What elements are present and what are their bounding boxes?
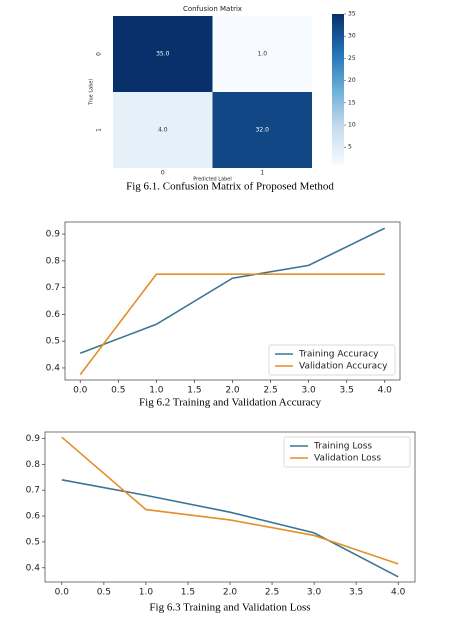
y-tick-label: 0.7: [26, 486, 40, 496]
x-tick-label: 0.0: [55, 588, 70, 598]
series-line: [79, 227, 386, 354]
colorbar-tick-label: 5: [348, 144, 352, 151]
y-tick-label: 0.6: [26, 512, 41, 522]
series-line: [61, 479, 399, 578]
x-tick-label: 0.5: [111, 386, 125, 396]
y-tick-label: 0.5: [46, 337, 60, 347]
cell-label: 35.0: [156, 51, 170, 58]
heatmap-cell: [113, 92, 213, 168]
cell-label: 4.0: [158, 127, 168, 134]
colorbar-tick-label: 35: [348, 11, 356, 18]
y-tick-label: 0.9: [26, 434, 41, 444]
y-tick-label: 0.5: [26, 537, 40, 547]
x-tick-label: 4.0: [378, 386, 393, 396]
colorbar-tick-label: 20: [348, 77, 356, 84]
y-tick-label: 0.4: [26, 563, 41, 573]
y-tick-label: 0.8: [26, 460, 41, 470]
figure-caption: Fig 6.3 Training and Validation Loss: [149, 602, 310, 614]
x-tick-label: 2.0: [225, 386, 240, 396]
y-tick-label: 0.7: [46, 283, 60, 293]
x-tick-label: 2.0: [223, 588, 238, 598]
y-tick-label: 0: [96, 52, 103, 56]
x-tick-label: 2.5: [265, 588, 279, 598]
chart-title: Confusion Matrix: [183, 5, 242, 13]
colorbar-tick-label: 15: [348, 99, 356, 106]
cell-label: 32.0: [256, 127, 270, 134]
legend-label: Training Loss: [313, 442, 372, 452]
y-tick-label: 0.4: [46, 363, 61, 373]
colorbar-tick-label: 30: [348, 33, 356, 40]
y-tick-label: 0.9: [46, 230, 61, 240]
series-line: [61, 436, 399, 565]
y-tick-label: 0.6: [46, 310, 61, 320]
y-tick-label: 1: [96, 128, 103, 132]
x-tick-label: 3.5: [340, 386, 354, 396]
x-tick-label: 1.5: [187, 386, 201, 396]
x-tick-label: 0: [161, 170, 165, 177]
figure-caption: Fig 6.2 Training and Validation Accuracy: [139, 397, 321, 409]
x-tick-label: 1: [260, 170, 264, 177]
x-axis-label: Predicted Label: [193, 177, 232, 183]
x-tick-label: 3.5: [349, 588, 363, 598]
heatmap-cell: [212, 92, 312, 168]
series-line: [79, 273, 385, 376]
legend-label: Validation Accuracy: [299, 362, 388, 372]
cell-label: 1.0: [257, 51, 267, 58]
x-tick-label: 0.5: [97, 588, 111, 598]
x-tick-label: 1.0: [139, 588, 154, 598]
x-tick-label: 2.5: [263, 386, 277, 396]
legend-box: [283, 436, 411, 468]
x-tick-label: 1.5: [181, 588, 195, 598]
colorbar: [332, 14, 344, 165]
heatmap-cell: [113, 16, 213, 92]
legend-box: [268, 344, 396, 376]
colorbar-tick-label: 10: [348, 122, 356, 129]
x-tick-label: 1.0: [149, 386, 164, 396]
x-tick-label: 4.0: [391, 588, 406, 598]
legend-label: Validation Loss: [314, 454, 381, 464]
heatmap-cell: [212, 16, 312, 92]
y-tick-label: 0.8: [46, 256, 61, 266]
y-axis-label: True Label: [89, 79, 95, 106]
x-tick-label: 3.0: [301, 386, 316, 396]
colorbar-tick-label: 25: [348, 55, 356, 62]
x-tick-label: 3.0: [307, 588, 322, 598]
x-tick-label: 0.0: [73, 386, 88, 396]
legend-label: Training Accuracy: [298, 350, 379, 360]
figure-caption: Fig 6.1. Confusion Matrix of Proposed Me…: [126, 181, 334, 193]
